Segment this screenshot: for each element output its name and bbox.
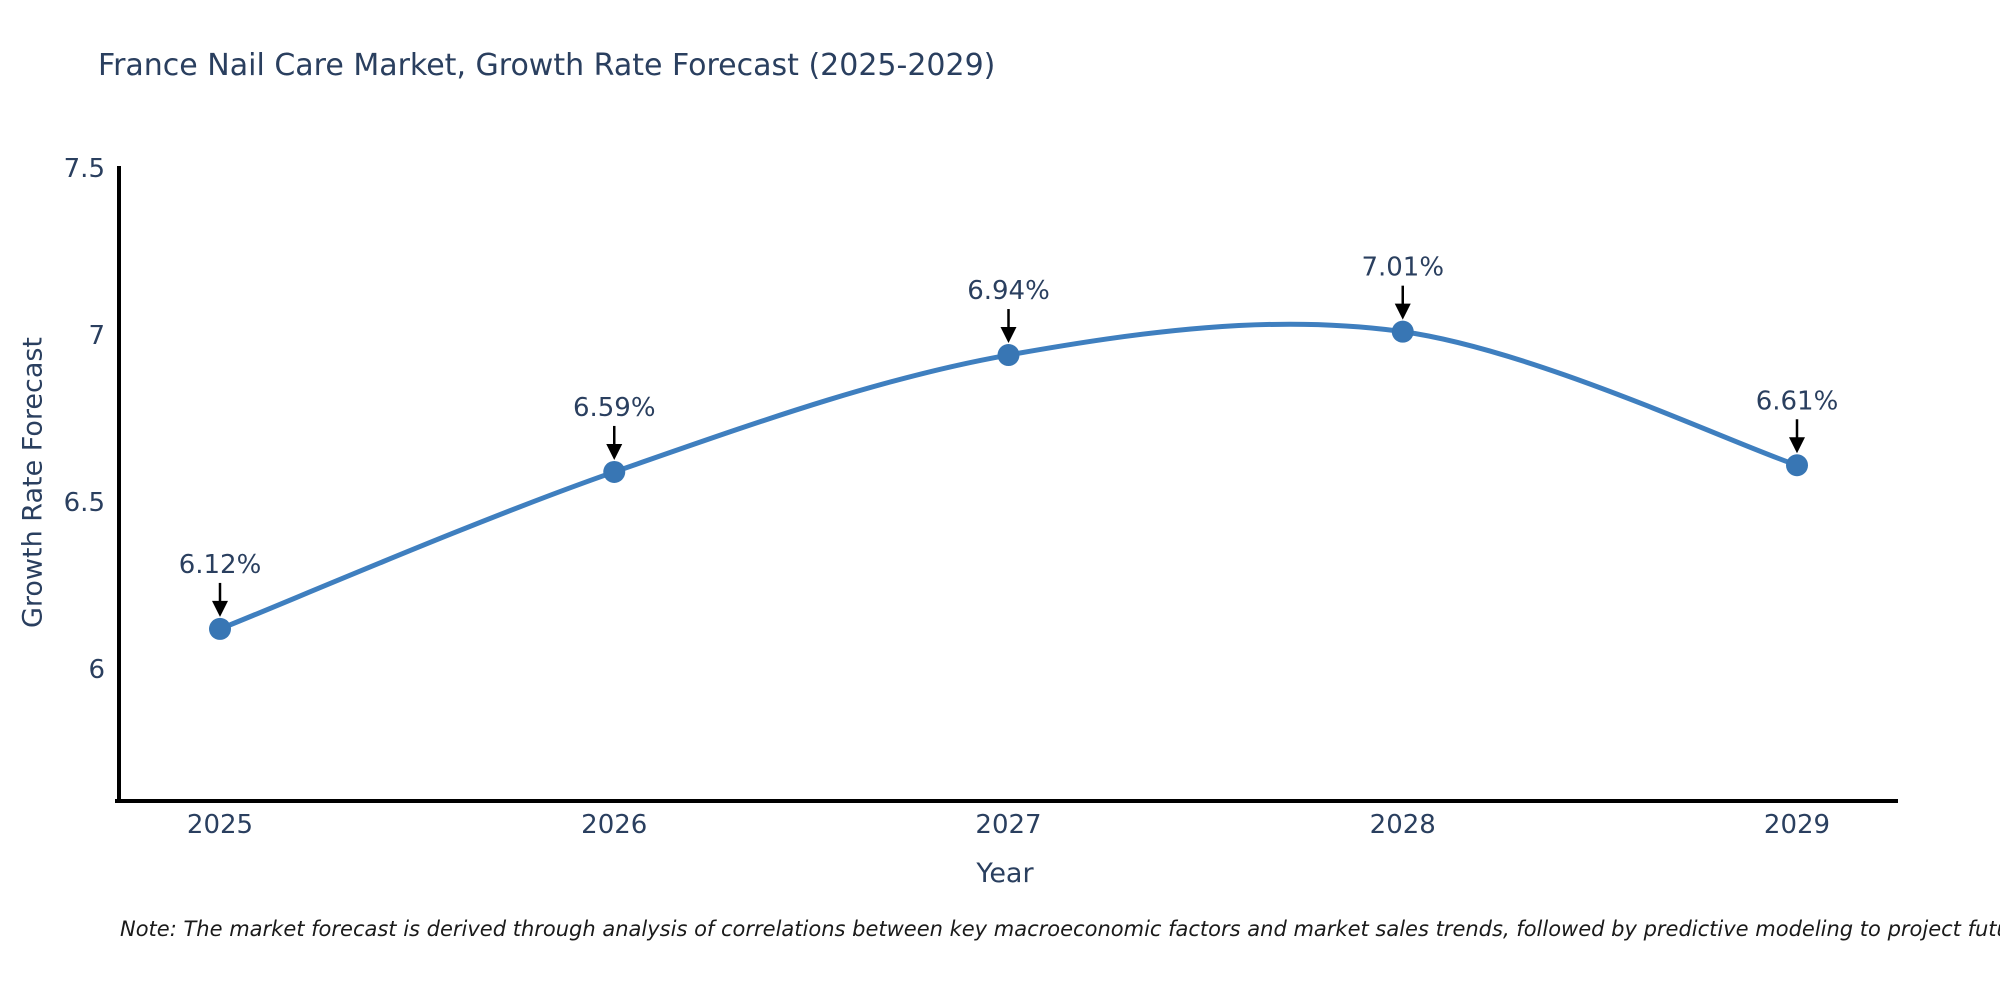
y-tick-label: 6.5: [64, 488, 105, 518]
trend-line: [217, 321, 1800, 632]
data-point-label: 6.94%: [967, 276, 1050, 306]
chart-title: France Nail Care Market, Growth Rate For…: [98, 48, 996, 83]
data-point-marker: [603, 460, 626, 483]
data-point-label: 6.61%: [1756, 386, 1839, 416]
data-point-marker: [209, 617, 231, 640]
annotation-arrowhead: [606, 443, 623, 460]
annotation-arrowhead: [1394, 303, 1411, 320]
y-tick-label: 6: [88, 655, 105, 685]
y-tick-label: 7.5: [64, 154, 105, 184]
data-point-label: 6.59%: [573, 393, 656, 423]
footnote: Note: The market forecast is derived thr…: [120, 917, 2000, 941]
data-point-marker: [997, 344, 1020, 367]
data-point-label: 6.12%: [179, 550, 262, 580]
x-tick-label: 2026: [581, 810, 647, 840]
annotation-arrowhead: [1789, 437, 1805, 454]
y-axis-title: Growth Rate Forecast: [17, 336, 49, 629]
x-tick-label: 2027: [975, 810, 1041, 840]
x-tick-label: 2025: [187, 810, 253, 840]
x-axis-title: Year: [976, 858, 1034, 889]
annotation-arrowhead: [212, 600, 228, 617]
x-tick-label: 2028: [1370, 810, 1436, 840]
y-tick-label: 7: [88, 321, 105, 351]
data-point-marker: [1786, 454, 1808, 477]
x-tick-label: 2029: [1764, 810, 1830, 840]
data-point-label: 7.01%: [1361, 253, 1444, 283]
data-point-marker: [1391, 320, 1414, 343]
annotation-arrowhead: [1000, 327, 1017, 344]
